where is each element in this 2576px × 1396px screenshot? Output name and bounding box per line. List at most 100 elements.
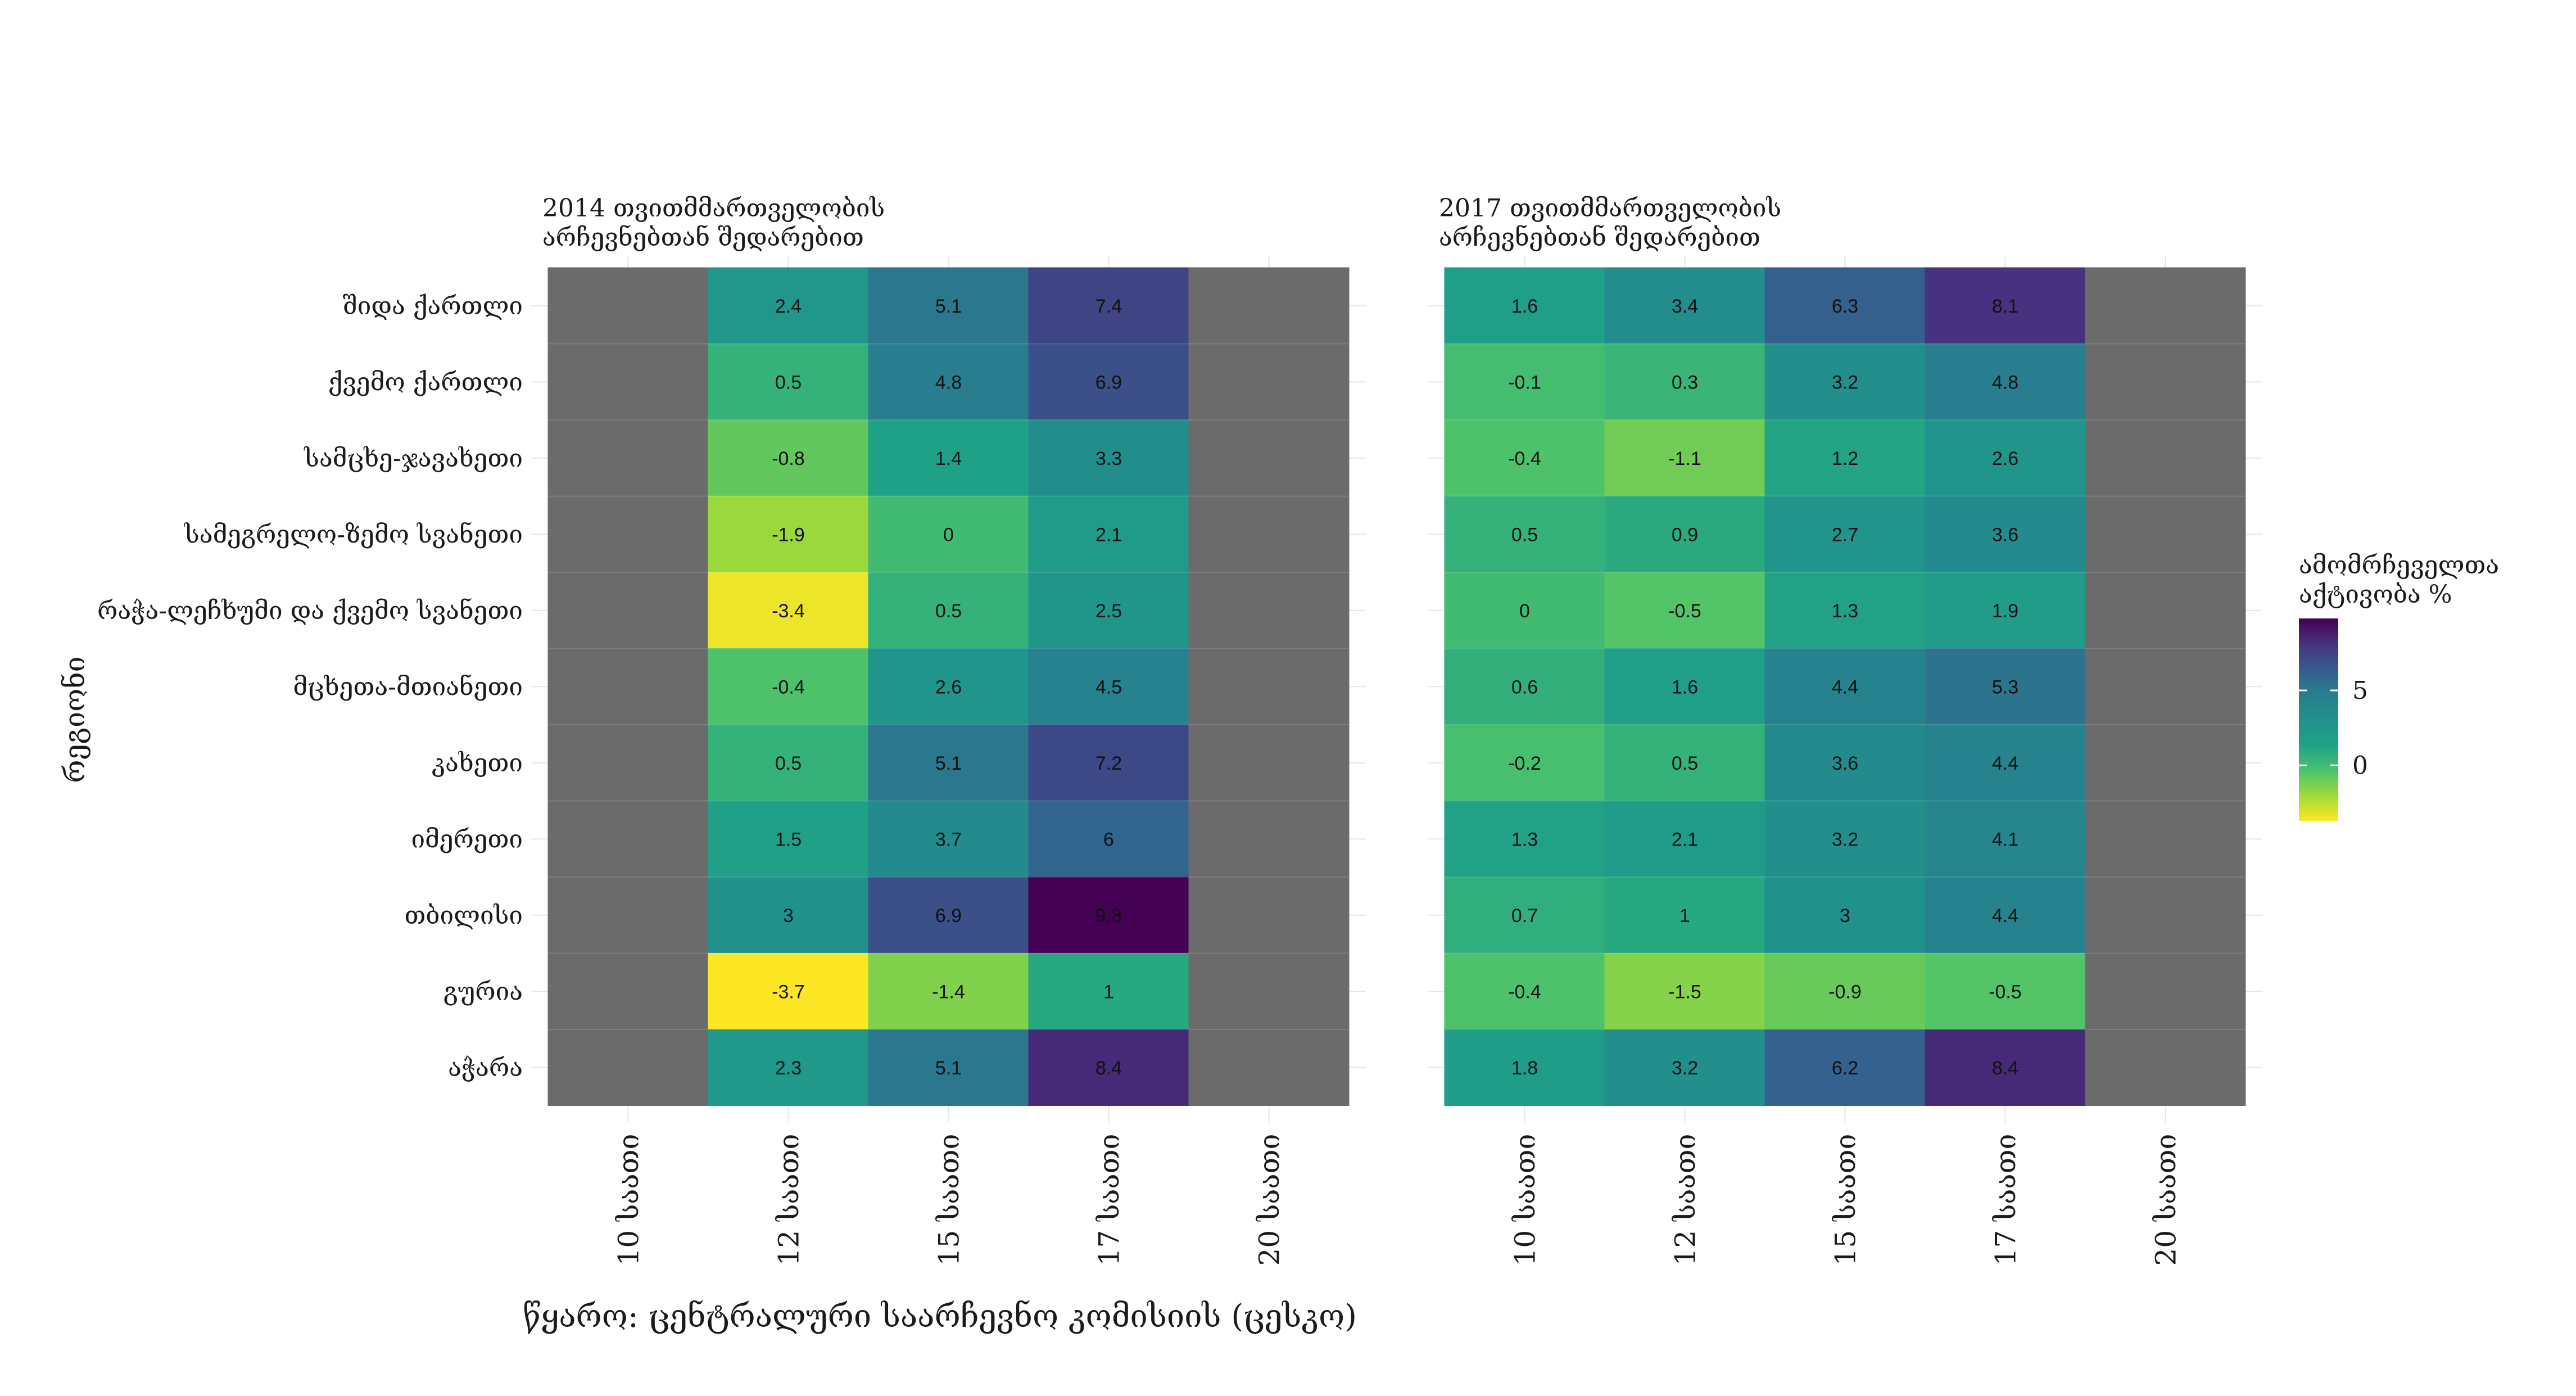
heatmap-cell xyxy=(1444,419,1605,496)
heatmap-cell xyxy=(1764,496,1926,573)
cell-value-label: 4.8 xyxy=(935,372,962,393)
heatmap-cell xyxy=(868,572,1029,649)
x-tick-label: 20 საათი xyxy=(2150,1134,2183,1266)
heatmap-cell xyxy=(1604,572,1765,649)
heatmap-cell xyxy=(1925,344,2086,421)
heatmap-cell xyxy=(1188,953,1350,1030)
cell-value-label: 0.3 xyxy=(1672,372,1698,393)
cell-value-label: 3.4 xyxy=(1672,296,1698,317)
heatmap-cell xyxy=(708,953,869,1030)
heatmap-cell xyxy=(708,419,869,496)
heatmap-cell xyxy=(1925,953,2086,1030)
heatmap-cell xyxy=(1925,572,2086,649)
cell-value-label: 0.5 xyxy=(1672,753,1698,774)
heatmap-cell xyxy=(1604,648,1765,725)
legend-title: ამომრჩეველთა აქტივობა % xyxy=(2299,551,2499,609)
y-tick-label: თბილისი xyxy=(404,901,523,930)
cell-value-label: -1.5 xyxy=(1668,981,1701,1002)
cell-value-label: 3.2 xyxy=(1832,829,1858,850)
heatmap-cell xyxy=(1028,877,1189,954)
heatmap-cell xyxy=(1444,877,1605,954)
cell-value-label: 3.6 xyxy=(1992,524,2018,545)
cell-value-label: 1.6 xyxy=(1511,296,1538,317)
cell-value-label: 3.3 xyxy=(1095,448,1122,469)
cell-value-label: 3 xyxy=(783,905,794,927)
heatmap-cell xyxy=(1188,1029,1350,1106)
heatmap-cell xyxy=(1925,1029,2086,1106)
cell-value-label: 5.1 xyxy=(935,1058,962,1079)
heatmap-cell xyxy=(868,344,1029,421)
heatmap-cell xyxy=(708,267,869,344)
heatmap-cell xyxy=(1925,496,2086,573)
heatmap-cell xyxy=(868,877,1029,954)
x-tick-label: 12 საათი xyxy=(773,1134,805,1266)
heatmap-cell xyxy=(1604,496,1765,573)
heatmap-panel-2017: 1.6 3.4 6.3 8.1 -0.1 0.3 3.2 4.8 -0.4 -1.1 1.2 2.6 0… xyxy=(1428,194,2262,1266)
panel-title: არჩევნებთან შედარებით xyxy=(1439,223,1760,252)
y-tick-label: მცხეთა-მთიანეთი xyxy=(293,672,523,701)
heatmap-cell xyxy=(1188,344,1350,421)
cell-value-label: 6.2 xyxy=(1832,1058,1858,1079)
heatmap-cell xyxy=(1764,419,1926,496)
heatmap-cell xyxy=(708,572,869,649)
y-tick-label: გურია xyxy=(443,977,523,1006)
cell-value-label: -1.4 xyxy=(932,981,965,1002)
heatmap-cell xyxy=(1604,1029,1765,1106)
cell-value-label: -3.7 xyxy=(772,981,805,1002)
cell-value-label: 5.1 xyxy=(935,753,962,774)
y-tick-label: კახეთი xyxy=(432,749,523,778)
cell-value-label: 6.3 xyxy=(1832,296,1858,317)
x-tick-label: 10 საათი xyxy=(613,1134,645,1266)
x-tick-label: 17 საათი xyxy=(1093,1134,1126,1266)
heatmap-cell xyxy=(2085,572,2246,649)
cell-value-label: 0.6 xyxy=(1511,676,1538,698)
cell-value-label: 0.9 xyxy=(1672,524,1698,545)
heatmap-cell xyxy=(1764,724,1926,801)
x-tick-label: 20 საათი xyxy=(1253,1134,1286,1266)
heatmap-cell xyxy=(1028,648,1189,725)
heatmap-cell xyxy=(2085,496,2246,573)
legend-colorbar xyxy=(2299,618,2338,821)
x-tick-label: 10 საათი xyxy=(1509,1134,1542,1266)
heatmap-cell xyxy=(2085,801,2246,878)
cell-value-label: -0.5 xyxy=(1989,981,2022,1002)
heatmap-cell xyxy=(1188,648,1350,725)
heatmap-cell xyxy=(1604,267,1765,344)
heatmap-cell xyxy=(547,724,709,801)
heatmap-cell xyxy=(1925,724,2086,801)
cell-value-label: 0 xyxy=(943,524,954,545)
heatmap-cell xyxy=(1028,724,1189,801)
region-axis: შიდა ქართლი ქვემო ქართლი სამცხე-ჯავახეთი სა… xyxy=(97,292,523,1082)
heatmap-cell xyxy=(547,953,709,1030)
heatmap-cell xyxy=(1028,267,1189,344)
cell-value-label: -0.2 xyxy=(1508,753,1541,774)
heatmap-cell xyxy=(1764,267,1926,344)
y-tick-label: იმერეთი xyxy=(411,825,523,853)
heatmap-cell xyxy=(708,1029,869,1106)
cell-value-label: 0.5 xyxy=(1511,524,1538,545)
color-legend: ამომრჩეველთა აქტივობა % 5 0 xyxy=(2299,551,2499,821)
cell-value-label: 8.4 xyxy=(1992,1058,2018,1079)
cell-value-label: 2.5 xyxy=(1095,600,1122,622)
heatmap-cell xyxy=(1028,344,1189,421)
cell-value-label: 3.7 xyxy=(935,829,962,850)
cell-value-label: 4.8 xyxy=(1992,372,2018,393)
heatmap-cell xyxy=(2085,267,2246,344)
cell-value-label: 2.1 xyxy=(1095,524,1122,545)
heatmap-cell xyxy=(708,724,869,801)
x-tick-label: 15 საათი xyxy=(1830,1134,1862,1266)
heatmap-cell xyxy=(1764,801,1926,878)
heatmap-cell xyxy=(1444,344,1605,421)
heatmap-cell xyxy=(868,648,1029,725)
cell-value-label: 3 xyxy=(1840,905,1850,927)
cell-value-label: -3.4 xyxy=(772,600,805,622)
y-tick-label: შიდა ქართლი xyxy=(343,292,523,320)
cell-value-label: -0.5 xyxy=(1668,600,1701,622)
heatmap-cell xyxy=(1764,877,1926,954)
heatmap-cell xyxy=(1444,572,1605,649)
legend-tick-label: 0 xyxy=(2352,751,2368,780)
heatmap-cell xyxy=(547,344,709,421)
cell-value-label: 2.6 xyxy=(1992,448,2018,469)
heatmap-cell xyxy=(1764,953,1926,1030)
heatmap-cell xyxy=(1444,724,1605,801)
